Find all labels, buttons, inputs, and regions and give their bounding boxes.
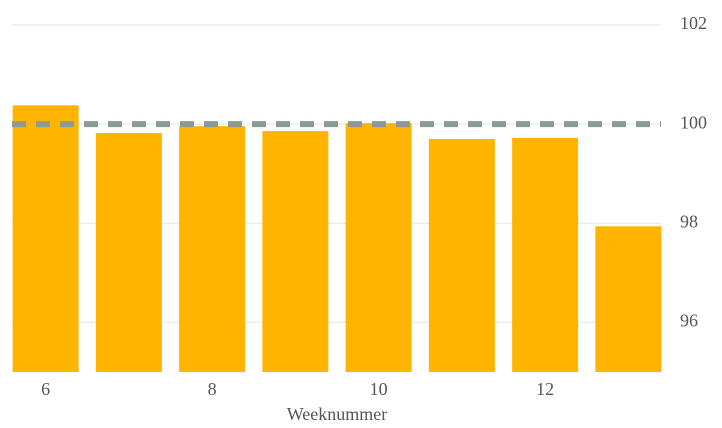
bar [595,226,662,372]
bar [428,139,495,372]
x-axis-label: Weeknummer [287,404,388,424]
y-tick-label: 96 [680,311,698,331]
x-tick-label: 8 [208,379,217,399]
bar [179,126,246,372]
bar [95,133,162,372]
bar [262,131,329,372]
y-tick-label: 102 [680,13,707,33]
bar [345,123,412,372]
bar [12,105,79,372]
x-tick-label: 12 [536,379,554,399]
y-tick-label: 100 [680,112,707,132]
x-tick-label: 10 [370,379,388,399]
bar [512,138,579,372]
y-tick-label: 98 [680,211,698,231]
x-tick-label: 6 [41,379,50,399]
